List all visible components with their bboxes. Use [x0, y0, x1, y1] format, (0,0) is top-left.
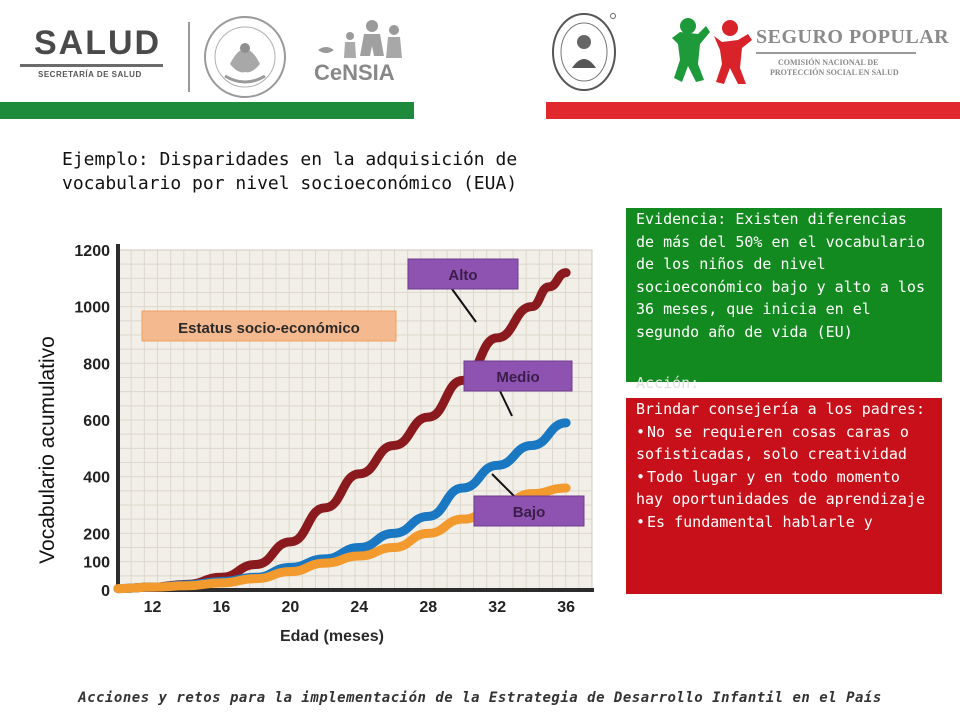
seguro-popular-rule	[756, 52, 916, 54]
action-bullet: No se requieren cosas caras o sofisticad…	[636, 421, 932, 466]
evidence-box: Evidencia: Existen diferencias de más de…	[626, 208, 942, 382]
slide-title: Ejemplo: Disparidades en la adquisición …	[62, 149, 518, 194]
action-bullet: Todo lugar y en todo momento hay oportun…	[636, 466, 932, 511]
footer-text: Acciones y retos para la implementación …	[78, 690, 882, 706]
salud-logo-subtitle: SECRETARÍA DE SALUD	[38, 70, 142, 79]
series-callouts: Alto Medio Bajo	[407, 258, 585, 527]
seguro-popular-figures-icon	[672, 18, 752, 84]
y-tick-label: 200	[83, 526, 110, 543]
callout-box	[473, 495, 585, 527]
legend-title-box	[141, 310, 397, 342]
header-divider	[188, 22, 190, 92]
action-box: Brindar consejería a los padres: No se r…	[626, 398, 942, 594]
y-axis-label: Vocabulario acumulativo	[36, 336, 59, 564]
y-tick-label: 1000	[74, 300, 110, 317]
action-bullet-list: No se requieren cosas caras o sofisticad…	[636, 421, 932, 534]
evidence-text: Evidencia: Existen diferencias de más de…	[636, 210, 925, 341]
x-tick-label: 12	[144, 599, 162, 616]
x-tick-label: 28	[419, 599, 437, 616]
y-tick-label: 0	[101, 583, 110, 600]
callout-leader	[491, 473, 515, 497]
censia-logo-word: CeNSIA	[314, 60, 395, 85]
salud-logo-rule	[20, 64, 163, 67]
x-tick-label: 20	[281, 599, 299, 616]
x-tick-label: 36	[557, 599, 575, 616]
x-axis-label: Edad (meses)	[280, 628, 384, 645]
y-tick-label: 800	[83, 356, 110, 373]
action-intro: Brindar consejería a los padres:	[636, 400, 925, 418]
hospital-infantil-seal-icon	[552, 13, 616, 91]
y-tick-labels: 0 100 200 400 600 800 1000 1200	[74, 243, 110, 600]
salud-logo-word: SALUD	[34, 24, 162, 62]
callout-leader	[451, 288, 477, 323]
callout-box	[463, 360, 573, 392]
mexico-coat-of-arms-icon	[204, 16, 286, 98]
y-tick-label: 1200	[74, 243, 110, 260]
series-label-bajo: Bajo	[513, 504, 546, 521]
action-bullet: Es fundamental hablarle y	[636, 511, 932, 534]
x-tick-labels: 12 16 20 24 28 32 36	[144, 599, 576, 616]
y-tick-label: 400	[83, 470, 110, 487]
callout-leader	[499, 390, 513, 417]
callout-box	[407, 258, 519, 290]
censia-family-icon	[318, 20, 402, 58]
series-label-medio: Medio	[496, 369, 539, 386]
seguro-popular-subtitle-line2: PROTECCIÓN SOCIAL EN SALUD	[770, 68, 899, 77]
red-header-bar	[546, 102, 960, 119]
y-tick-label: 100	[83, 555, 110, 572]
x-tick-label: 16	[213, 599, 231, 616]
action-heading: Acción:	[636, 374, 700, 392]
green-header-bar	[0, 102, 414, 119]
x-tick-label: 32	[488, 599, 506, 616]
series-label-alto: Alto	[448, 267, 477, 284]
seguro-popular-subtitle-line1: COMISIÓN NACIONAL DE	[778, 58, 879, 67]
x-tick-label: 24	[350, 599, 368, 616]
legend-title: Estatus socio-económico	[178, 320, 360, 337]
action-text: Brindar consejería a los padres: No se r…	[626, 398, 942, 533]
seguro-popular-title: SEGURO POPULAR	[756, 26, 950, 48]
y-tick-label: 600	[83, 413, 110, 430]
